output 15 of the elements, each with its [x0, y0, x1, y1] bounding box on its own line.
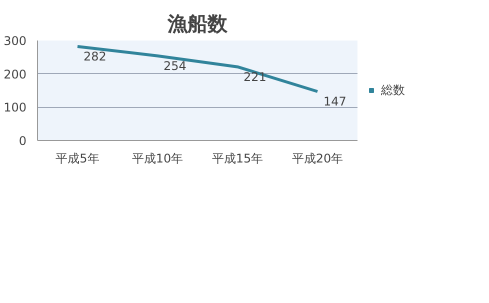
x-tick-label: 平成20年 [292, 152, 344, 166]
y-tick-label: 200 [4, 67, 26, 82]
data-label: 221 [244, 70, 266, 84]
data-label: 147 [324, 94, 346, 108]
x-tick-label: 平成10年 [132, 152, 184, 166]
legend-label: 総数 [381, 82, 405, 98]
x-tick-label: 平成5年 [56, 152, 100, 166]
x-tick-label: 平成15年 [212, 152, 264, 166]
y-tick-label: 300 [4, 34, 26, 48]
chart-title: 漁船数 [166, 12, 228, 36]
data-label: 254 [164, 58, 186, 73]
y-tick-label: 100 [4, 100, 26, 115]
data-label: 282 [84, 50, 106, 64]
y-tick-label: 0 [18, 134, 27, 148]
line-series [76, 45, 319, 93]
